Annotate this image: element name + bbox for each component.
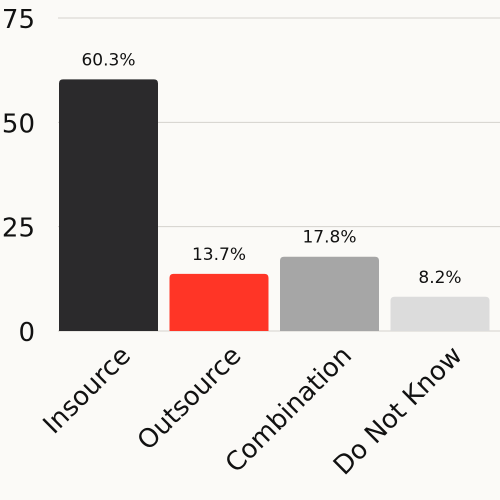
- y-tick-label-0: 0: [18, 318, 35, 348]
- x-tick-label-outsource: Outsource: [132, 341, 248, 457]
- bar-outsource: [169, 273, 269, 331]
- bar-combination: [280, 256, 379, 331]
- y-tick-label-25: 25: [2, 214, 35, 244]
- y-tick-label-75: 75: [2, 5, 35, 35]
- data-labels: 60.3% 13.7% 17.8% 8.2%: [81, 50, 461, 287]
- data-label-outsource: 13.7%: [192, 245, 246, 265]
- bar-insource: [59, 79, 158, 332]
- y-tick-label-50: 50: [2, 109, 35, 139]
- y-axis-tick-labels: 0 25 50 75: [2, 5, 35, 348]
- bar-do-not-know: [390, 296, 490, 331]
- data-label-combination: 17.8%: [302, 228, 356, 248]
- data-label-do-not-know: 8.2%: [418, 268, 461, 288]
- data-label-insource: 60.3%: [81, 50, 135, 70]
- x-tick-label-insource: Insource: [38, 341, 137, 440]
- bars: [59, 79, 490, 332]
